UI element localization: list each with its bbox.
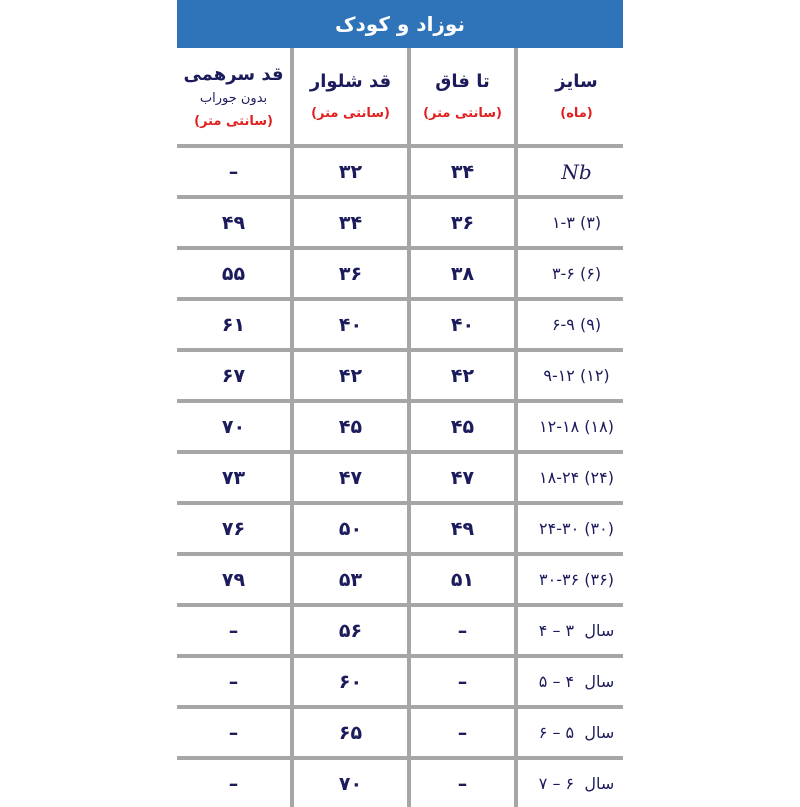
header-onesie-sub: بدون جوراب	[199, 90, 268, 106]
cell-rise: ۴۲	[411, 352, 514, 399]
cell-pants: ۵۰	[294, 505, 407, 552]
cell-size: ۳۰-۳۶ (۳۶)	[518, 556, 635, 603]
cell-size: ۱-۳ (۳)	[518, 199, 635, 246]
cell-pants: ۴۰	[294, 301, 407, 348]
cell-onesie: –	[177, 658, 290, 705]
header-onesie: قد سرهمی بدون جوراب (سانتی متر)	[177, 48, 290, 144]
cell-onesie: ۷۹	[177, 556, 290, 603]
header-size-unit: (ماه)	[560, 106, 593, 121]
cell-size: ۲۴-۳۰ (۳۰)	[518, 505, 635, 552]
cell-onesie: ۷۰	[177, 403, 290, 450]
header-size: سایز (ماه)	[518, 48, 635, 144]
header-rise: تا فاق (سانتی متر)	[411, 48, 514, 144]
cell-rise: –	[411, 709, 514, 756]
header-onesie-unit: (سانتی متر)	[194, 113, 273, 129]
cell-size: Nb	[518, 148, 635, 195]
cell-size: ۶-۹ (۹)	[518, 301, 635, 348]
cell-pants: ۴۲	[294, 352, 407, 399]
cell-size: ۳-۶ (۶)	[518, 250, 635, 297]
size-chart: نوزاد و کودک قد سرهمی بدون جوراب (سانتی …	[177, 0, 635, 807]
cell-size: سال ۶ – ۷	[518, 760, 635, 807]
cell-pants: ۳۶	[294, 250, 407, 297]
cell-onesie: ۶۱	[177, 301, 290, 348]
cell-size: ۹-۱۲ (۱۲)	[518, 352, 635, 399]
cell-onesie: –	[177, 607, 290, 654]
size-table: قد سرهمی بدون جوراب (سانتی متر) قد شلوار…	[177, 48, 635, 807]
cell-size: سال ۳ – ۴	[518, 607, 635, 654]
cell-rise: ۴۹	[411, 505, 514, 552]
cell-rise: ۳۶	[411, 199, 514, 246]
cell-onesie: ۷۳	[177, 454, 290, 501]
cell-pants: ۶۰	[294, 658, 407, 705]
header-size-label: سایز	[555, 71, 598, 92]
cell-rise: –	[411, 607, 514, 654]
header-pants: قد شلوار (سانتی متر)	[294, 48, 407, 144]
cell-size: سال ۴ – ۵	[518, 658, 635, 705]
cell-rise: ۳۸	[411, 250, 514, 297]
header-onesie-label: قد سرهمی	[183, 63, 284, 85]
cell-onesie: ۶۷	[177, 352, 290, 399]
header-pants-label: قد شلوار	[309, 71, 392, 92]
cell-rise: ۳۴	[411, 148, 514, 195]
cell-pants: ۷۰	[294, 760, 407, 807]
cell-onesie: –	[177, 760, 290, 807]
header-rise-label: تا فاق	[435, 71, 490, 92]
cell-rise: –	[411, 760, 514, 807]
cell-pants: ۳۴	[294, 199, 407, 246]
cell-size: ۱۲-۱۸ (۱۸)	[518, 403, 635, 450]
cell-size: ۱۸-۲۴ (۲۴)	[518, 454, 635, 501]
cell-onesie: ۴۹	[177, 199, 290, 246]
cell-rise: ۵۱	[411, 556, 514, 603]
cell-rise: ۴۰	[411, 301, 514, 348]
cell-pants: ۶۵	[294, 709, 407, 756]
cell-rise: –	[411, 658, 514, 705]
cell-size: سال ۵ – ۶	[518, 709, 635, 756]
cell-pants: ۵۳	[294, 556, 407, 603]
cell-onesie: ۷۶	[177, 505, 290, 552]
chart-title: نوزاد و کودک	[177, 0, 623, 48]
header-rise-unit: (سانتی متر)	[423, 106, 502, 121]
cell-pants: ۴۷	[294, 454, 407, 501]
cell-pants: ۴۵	[294, 403, 407, 450]
cell-onesie: –	[177, 709, 290, 756]
cell-pants: ۳۲	[294, 148, 407, 195]
cell-pants: ۵۶	[294, 607, 407, 654]
cell-rise: ۴۷	[411, 454, 514, 501]
cell-onesie: –	[177, 148, 290, 195]
cell-rise: ۴۵	[411, 403, 514, 450]
cell-onesie: ۵۵	[177, 250, 290, 297]
header-pants-unit: (سانتی متر)	[311, 106, 390, 121]
